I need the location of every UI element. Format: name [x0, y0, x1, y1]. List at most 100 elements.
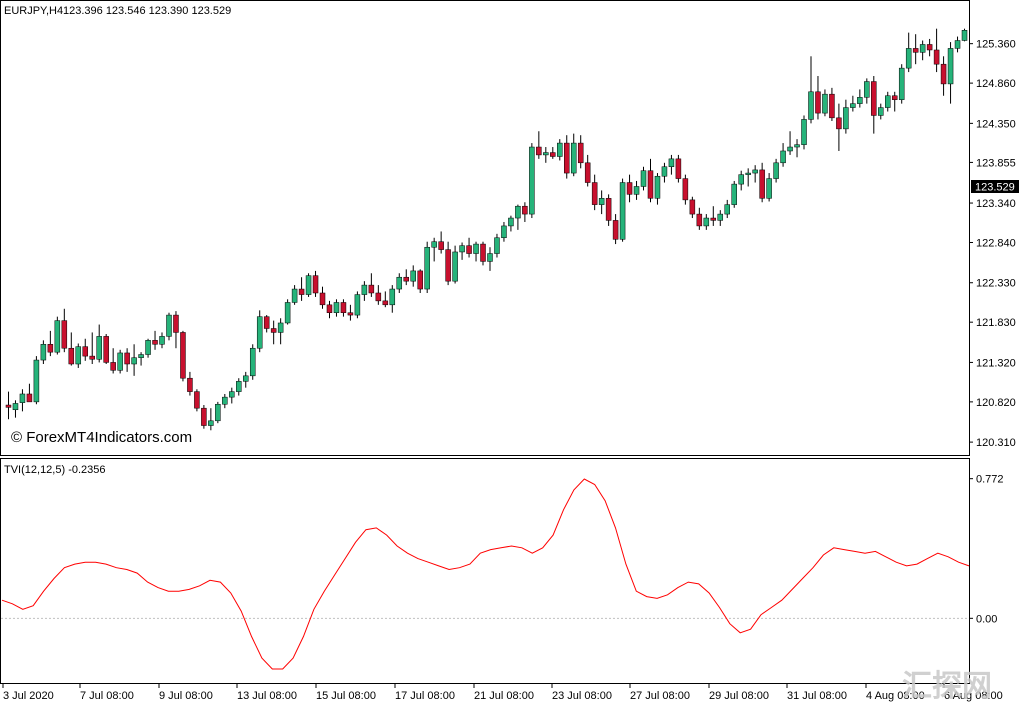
candle [82, 338, 88, 361]
candle [375, 285, 382, 305]
candle [940, 56, 947, 96]
candle [891, 91, 898, 112]
candle [947, 42, 954, 104]
candle [110, 348, 116, 374]
candle [801, 115, 807, 150]
candle [12, 400, 19, 418]
candle [724, 199, 730, 219]
indicator-axis: 0.772 0.00 [969, 474, 1004, 625]
candle [878, 103, 884, 120]
time-tick-label: 13 Jul 08:00 [237, 690, 297, 702]
candle [689, 196, 696, 219]
candle [473, 241, 479, 262]
candle [647, 158, 654, 203]
candle [208, 408, 214, 431]
indicator-header: TVI(12,12,5) -0.2356 [4, 464, 106, 476]
candle [54, 316, 61, 355]
candle [487, 247, 493, 271]
time-tick-label: 21 Jul 08:00 [474, 690, 534, 702]
candle [794, 139, 800, 158]
candle [926, 38, 933, 57]
candle [249, 344, 256, 380]
time-tick-label: 4 Aug 08:00 [866, 690, 925, 702]
candle [89, 332, 95, 364]
candle [263, 315, 270, 333]
indicator-tick-label: 0.00 [976, 613, 997, 625]
time-tick-label: 23 Jul 08:00 [552, 690, 612, 702]
candle [277, 318, 284, 345]
candle [26, 383, 33, 403]
price-tick-label: 122.330 [976, 278, 1016, 290]
candle [536, 131, 542, 159]
candle [180, 330, 186, 382]
candle [654, 173, 661, 205]
candle [61, 308, 68, 353]
candle [871, 76, 877, 134]
time-tick-label: 17 Jul 08:00 [395, 690, 455, 702]
candle [829, 87, 835, 121]
candle [131, 344, 137, 376]
candle [319, 286, 326, 309]
candle [159, 332, 165, 349]
candle [668, 154, 675, 175]
time-tick-label: 3 Jul 2020 [3, 690, 54, 702]
candle [933, 28, 940, 73]
candle [124, 348, 130, 372]
candle [194, 389, 200, 412]
candle [885, 91, 891, 112]
price-tick-label: 124.350 [976, 118, 1016, 130]
candle [857, 89, 863, 108]
candle [480, 241, 486, 266]
candle [389, 285, 396, 313]
candle [773, 158, 779, 183]
candle [843, 99, 849, 134]
candle [577, 135, 584, 169]
ohlc-header: 123.396 123.546 123.390 123.529 [63, 5, 231, 17]
candle [591, 174, 598, 211]
candle [954, 36, 961, 53]
price-tick-label: 120.310 [976, 437, 1016, 449]
candle [340, 299, 347, 317]
current-price-marker [971, 180, 1019, 193]
candle [417, 269, 423, 293]
candle [166, 312, 172, 341]
candle [557, 139, 563, 161]
candle [612, 214, 619, 245]
time-tick-label: 29 Jul 08:00 [709, 690, 769, 702]
candle [529, 143, 535, 219]
candle [438, 231, 444, 254]
price-tick-label: 122.840 [976, 237, 1016, 249]
candle [864, 78, 870, 104]
candle [75, 343, 82, 368]
candle [173, 311, 179, 349]
candle [68, 332, 75, 366]
candle [243, 371, 249, 388]
price-tick-label: 121.830 [976, 317, 1016, 329]
candle [766, 173, 772, 202]
candle [919, 40, 926, 61]
candle [633, 180, 640, 200]
candle [738, 170, 744, 191]
candle [103, 334, 109, 364]
candle [424, 241, 430, 293]
candle [333, 299, 340, 317]
candle [117, 349, 123, 374]
candle [229, 387, 235, 404]
price-tick-label: 121.320 [976, 357, 1016, 369]
candle [522, 202, 528, 222]
current-price-label: 123.529 [975, 182, 1015, 194]
candle [822, 89, 828, 117]
candle [912, 34, 919, 65]
corner-watermark: 汇探网 [902, 669, 992, 704]
candle [836, 103, 842, 151]
candle [961, 28, 968, 42]
candle [584, 154, 591, 187]
indicator-panel-frame [0, 458, 970, 684]
time-tick-label: 15 Jul 08:00 [316, 690, 376, 702]
candle [640, 166, 647, 191]
candle [256, 310, 263, 353]
candle [445, 241, 451, 286]
candle [501, 221, 507, 242]
candle [675, 154, 682, 183]
